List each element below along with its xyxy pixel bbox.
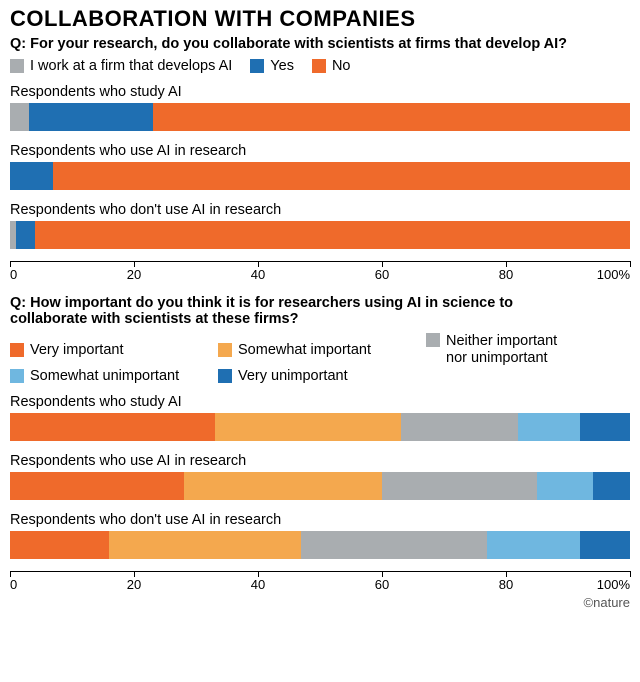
chart-collaborate: Q: For your research, do you collaborate… (10, 36, 630, 283)
legend-label: Very important (30, 342, 124, 358)
bar-row: Respondents who study AI (10, 394, 630, 441)
legend-item: Somewhat unimportant (10, 368, 200, 384)
x-axis: 0 20 40 60 80 100% (10, 261, 630, 283)
axis-tick-label: 40 (251, 577, 265, 592)
row-label: Respondents who study AI (10, 394, 630, 410)
legend-label: No (332, 58, 351, 74)
chart-question: Q: How important do you think it is for … (10, 295, 550, 327)
legend-label: Yes (270, 58, 294, 74)
stacked-bar (10, 531, 630, 559)
axis-tick-label: 60 (375, 267, 389, 282)
x-axis: 0 20 40 60 80 100% (10, 571, 630, 593)
bar-row: Respondents who use AI in research (10, 453, 630, 500)
stacked-bar (10, 413, 630, 441)
stacked-bar (10, 221, 630, 249)
bar-segment (401, 413, 519, 441)
bar-segment (16, 221, 35, 249)
bar-segment (301, 531, 487, 559)
bar-row: Respondents who study AI (10, 84, 630, 131)
legend-label: Neither important nor unimportant (446, 333, 576, 366)
swatch (312, 59, 326, 73)
swatch (426, 333, 440, 347)
bar-segment (109, 531, 301, 559)
row-label: Respondents who use AI in research (10, 143, 630, 159)
credit: ©nature (10, 595, 630, 610)
page-title: COLLABORATION WITH COMPANIES (10, 6, 630, 32)
swatch (10, 59, 24, 73)
row-label: Respondents who study AI (10, 84, 630, 100)
chart-legend: Very important Somewhat important Neithe… (10, 333, 610, 384)
legend-item: No (312, 58, 351, 74)
bar-segment (580, 413, 630, 441)
swatch (10, 343, 24, 357)
swatch (10, 369, 24, 383)
bar-segment (10, 162, 53, 190)
chart-body: Respondents who study AI Respondents who… (10, 84, 630, 283)
legend-label: Somewhat unimportant (30, 368, 179, 384)
axis-tick-label: 60 (375, 577, 389, 592)
row-label: Respondents who use AI in research (10, 453, 630, 469)
axis-tick-label: 100% (597, 577, 630, 592)
axis-tick (630, 571, 631, 577)
chart-importance: Q: How important do you think it is for … (10, 295, 630, 593)
legend-label: I work at a firm that develops AI (30, 58, 232, 74)
chart-question: Q: For your research, do you collaborate… (10, 36, 630, 52)
row-label: Respondents who don't use AI in research (10, 512, 630, 528)
bar-row: Respondents who use AI in research (10, 143, 630, 190)
axis-tick-label: 0 (10, 577, 17, 592)
bar-row: Respondents who don't use AI in research (10, 512, 630, 559)
stacked-bar (10, 472, 630, 500)
bar-segment (10, 472, 184, 500)
swatch (218, 343, 232, 357)
bar-segment (518, 413, 580, 441)
bar-segment (382, 472, 537, 500)
legend-item: Very important (10, 333, 200, 366)
stacked-bar (10, 103, 630, 131)
bar-segment (487, 531, 580, 559)
axis-tick-label: 40 (251, 267, 265, 282)
legend-item: Neither important nor unimportant (426, 333, 576, 366)
legend-label: Very unimportant (238, 368, 348, 384)
axis-tick-label: 80 (499, 577, 513, 592)
row-label: Respondents who don't use AI in research (10, 202, 630, 218)
axis-tick (630, 261, 631, 267)
legend-item: I work at a firm that develops AI (10, 58, 232, 74)
bar-segment (29, 103, 153, 131)
axis-tick-label: 80 (499, 267, 513, 282)
bar-segment (10, 103, 29, 131)
bar-row: Respondents who don't use AI in research (10, 202, 630, 249)
legend-label: Somewhat important (238, 342, 371, 358)
axis-tick-label: 20 (127, 267, 141, 282)
bar-segment (215, 413, 401, 441)
bar-segment (580, 531, 630, 559)
bar-segment (593, 472, 630, 500)
swatch (250, 59, 264, 73)
bar-segment (53, 162, 630, 190)
bar-segment (153, 103, 630, 131)
axis-tick-label: 100% (597, 267, 630, 282)
bar-segment (537, 472, 593, 500)
swatch (218, 369, 232, 383)
chart-legend: I work at a firm that develops AI Yes No (10, 58, 630, 74)
legend-item: Yes (250, 58, 294, 74)
legend-item: Very unimportant (218, 368, 408, 384)
legend-item: Somewhat important (218, 333, 408, 366)
bar-segment (35, 221, 630, 249)
bar-segment (10, 531, 109, 559)
chart-body: Respondents who study AI Respondents who… (10, 394, 630, 593)
bar-segment (184, 472, 382, 500)
bar-segment (10, 413, 215, 441)
stacked-bar (10, 162, 630, 190)
axis-tick-label: 0 (10, 267, 17, 282)
axis-tick-label: 20 (127, 577, 141, 592)
